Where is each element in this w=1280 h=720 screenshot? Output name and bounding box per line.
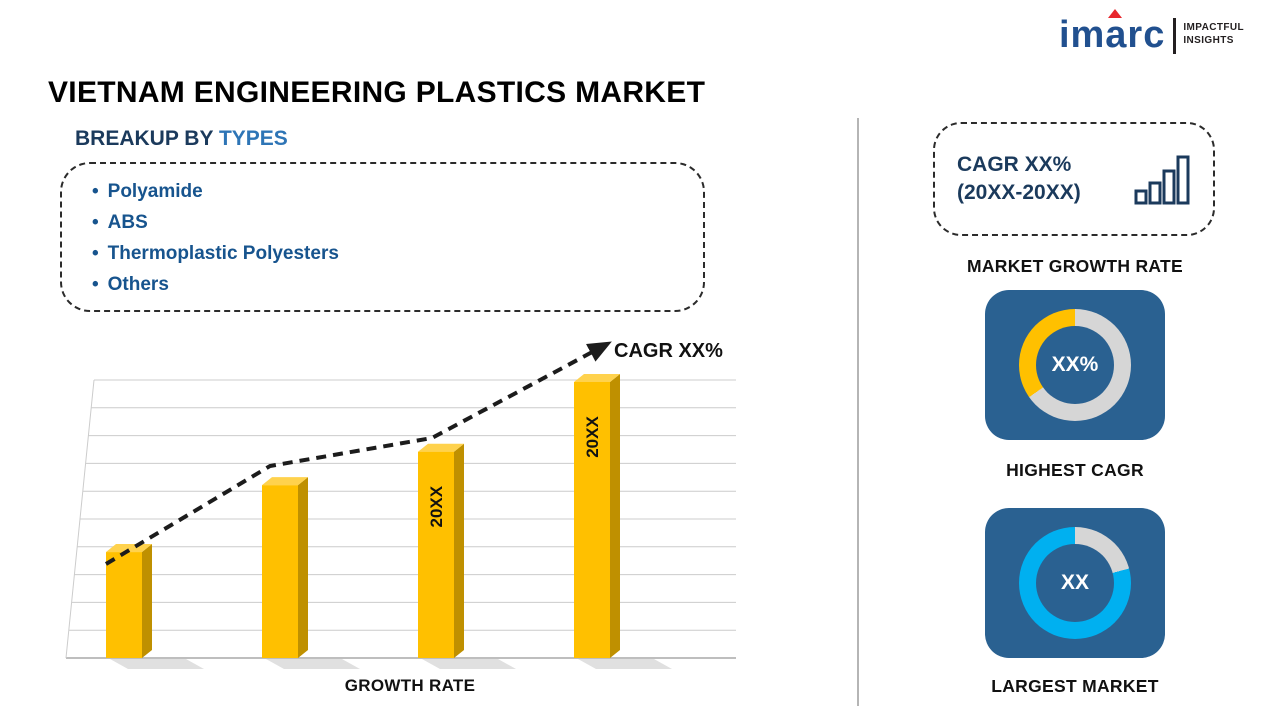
bar-label: 20XX (583, 416, 602, 458)
largest-market-tile: XX (985, 508, 1165, 658)
logo-tagline-line2: INSIGHTS (1183, 35, 1234, 46)
axis-left-edge (65, 379, 95, 659)
bar-side (610, 374, 620, 658)
market-growth-rate-caption: MARKET GROWTH RATE (966, 256, 1184, 276)
logo-triangle-icon (1107, 9, 1122, 18)
logo-divider-bar (1173, 18, 1177, 54)
bullet-icon: • (92, 181, 99, 202)
market-growth-rate-box: CAGR XX% (20XX-20XX) (933, 122, 1215, 236)
bar-shadow (110, 659, 204, 669)
breakup-heading-prefix: BREAKUP BY (75, 127, 219, 150)
breakup-types-box: • Polyamide • ABS • Thermoplastic Polyesters •… (60, 162, 705, 312)
largest-market-value: XX (1036, 544, 1114, 622)
bullet-icon: • (92, 274, 99, 295)
growth-rate-bar-chart: 20XX 20XX (65, 341, 736, 669)
breakup-item-label: Thermoplastic Polyesters (107, 243, 339, 264)
breakup-heading: BREAKUP BY TYPES (75, 127, 288, 151)
bar (262, 485, 298, 658)
breakup-heading-highlight: TYPES (218, 127, 288, 150)
breakup-item: • Thermoplastic Polyesters (92, 238, 683, 269)
highest-cagr-tile: XX% (985, 290, 1165, 440)
breakup-item-label: Polyamide (107, 181, 203, 202)
bar (106, 552, 142, 658)
bar (574, 382, 610, 658)
cagr-box-line2: (20XX-20XX) (957, 181, 1081, 204)
bullet-icon: • (92, 212, 99, 233)
growth-rate-axis-label: GROWTH RATE (344, 676, 476, 695)
largest-market-donut-chart: XX (1019, 527, 1131, 639)
breakup-list: • Polyamide • ABS • Thermoplastic Polyesters •… (92, 176, 683, 300)
bar-chart-icon (1134, 155, 1190, 205)
imarc-wordmark: imarc (1058, 9, 1166, 56)
breakup-item: • Polyamide (92, 176, 683, 207)
cagr-box-text: CAGR XX% (20XX-20XX) (957, 151, 1081, 207)
bar-side (142, 544, 152, 658)
highest-cagr-donut-chart: XX% (1019, 309, 1131, 421)
growth-chart-area: 20XX 20XX (60, 338, 760, 672)
bar-side (298, 477, 308, 658)
bar-shadow (578, 659, 672, 669)
breakup-item: • ABS (92, 207, 683, 238)
imarc-logo-text: imarc (1058, 14, 1166, 56)
bar-shadow (266, 659, 360, 669)
logo-tagline: IMPACTFUL INSIGHTS (1183, 21, 1244, 47)
bar-top (574, 374, 620, 382)
bar-shadow (422, 659, 516, 669)
bar-side (454, 443, 464, 658)
cagr-trend-arrow (104, 341, 612, 566)
highest-cagr-value: XX% (1036, 326, 1114, 404)
bullet-icon: • (92, 243, 99, 264)
bar-label: 20XX (427, 485, 446, 527)
bar-top (418, 443, 464, 452)
bar (418, 451, 454, 658)
imarc-logo: imarc IMPACTFUL INSIGHTS (1058, 9, 1244, 56)
vertical-divider (857, 118, 859, 706)
bar-top (262, 477, 308, 486)
logo-tagline-line1: IMPACTFUL (1183, 22, 1244, 33)
bar-top (106, 544, 152, 553)
breakup-item: • Others (92, 269, 683, 300)
highest-cagr-caption: HIGHEST CAGR (1006, 460, 1144, 480)
largest-market-caption: LARGEST MARKET (991, 676, 1159, 696)
breakup-item-label: ABS (107, 212, 148, 233)
page-title: VIETNAM ENGINEERING PLASTICS MARKET (48, 76, 706, 110)
breakup-item-label: Others (107, 274, 169, 295)
cagr-annotation: CAGR XX% (614, 340, 723, 362)
cagr-box-line1: CAGR XX% (957, 153, 1072, 176)
